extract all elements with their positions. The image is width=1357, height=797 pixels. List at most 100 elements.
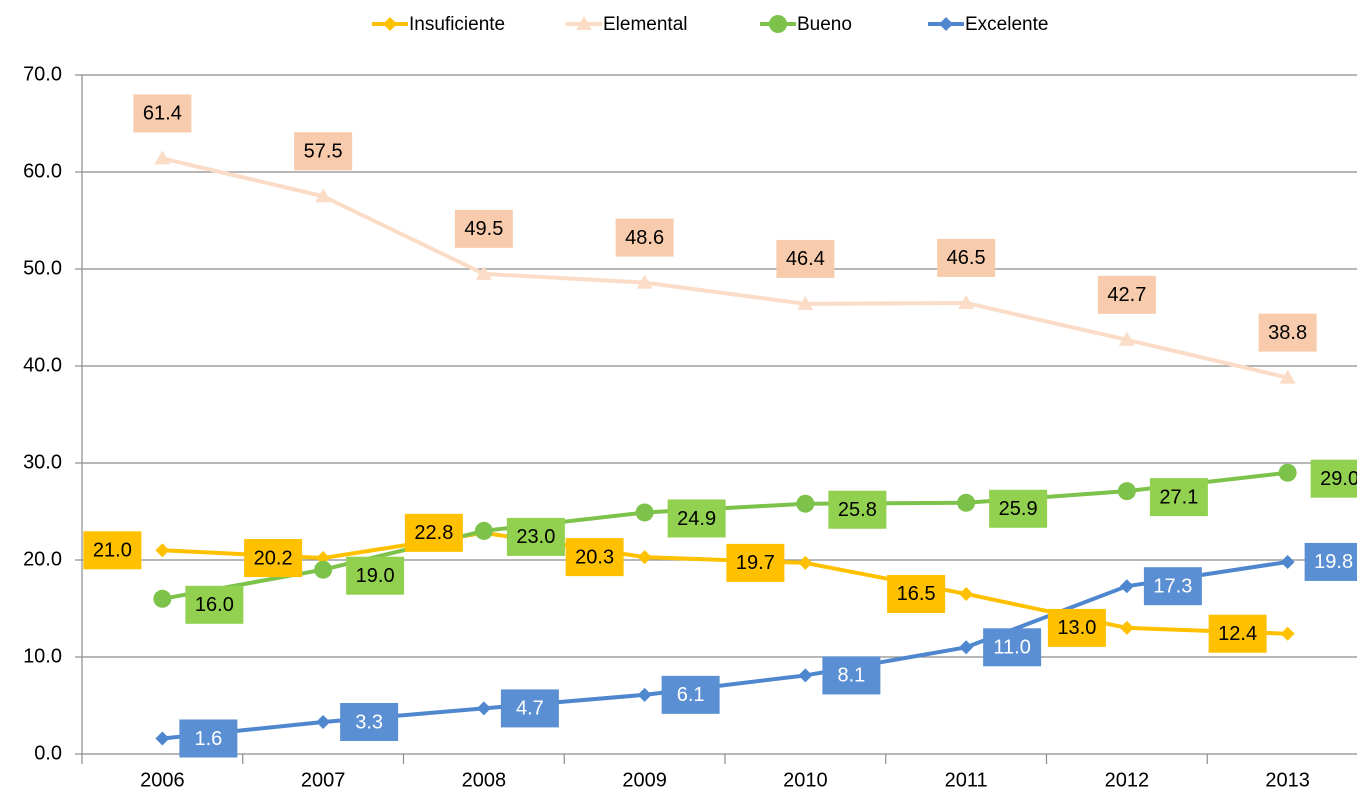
marker bbox=[769, 15, 787, 33]
label-box bbox=[1149, 478, 1208, 517]
marker bbox=[796, 494, 815, 513]
y-tick-label: 30.0 bbox=[23, 451, 62, 473]
y-tick-label: 40.0 bbox=[23, 354, 62, 376]
marker bbox=[1119, 579, 1134, 594]
marker bbox=[315, 188, 332, 203]
label-box bbox=[937, 238, 996, 277]
y-tick-label: 60.0 bbox=[23, 160, 62, 182]
legend-label: Insuficiente bbox=[409, 14, 505, 35]
x-tick-label: 2006 bbox=[140, 769, 185, 791]
data-label: 3.3 bbox=[355, 711, 383, 733]
label-box bbox=[1047, 608, 1106, 647]
data-label: 20.3 bbox=[575, 546, 614, 568]
marker bbox=[637, 687, 652, 702]
data-label: 13.0 bbox=[1057, 617, 1096, 639]
label-box bbox=[340, 702, 399, 741]
marker bbox=[959, 586, 974, 601]
y-tick-label: 70.0 bbox=[23, 63, 62, 85]
series-line bbox=[162, 559, 1288, 741]
data-label: 27.1 bbox=[1159, 486, 1198, 508]
marker bbox=[1119, 620, 1134, 635]
data-label: 22.8 bbox=[414, 522, 453, 544]
x-tick-label: 2012 bbox=[1105, 769, 1150, 791]
marker bbox=[636, 274, 653, 289]
data-label: 19.7 bbox=[736, 552, 775, 574]
marker bbox=[474, 521, 493, 540]
data-label: 25.8 bbox=[838, 499, 877, 521]
label-box bbox=[822, 656, 881, 695]
label-box bbox=[983, 628, 1042, 667]
data-label: 23.0 bbox=[516, 526, 555, 548]
legend-label: Bueno bbox=[797, 14, 852, 35]
label-box bbox=[661, 675, 720, 714]
marker bbox=[1279, 369, 1296, 384]
data-label: 48.6 bbox=[625, 227, 664, 249]
marker bbox=[797, 295, 814, 310]
data-label: 25.9 bbox=[999, 498, 1038, 520]
marker bbox=[1280, 554, 1295, 569]
label-box bbox=[828, 490, 887, 529]
data-label: 61.4 bbox=[143, 103, 182, 125]
data-label: 49.5 bbox=[464, 218, 503, 240]
data-label: 6.1 bbox=[677, 684, 705, 706]
label-box bbox=[1304, 542, 1357, 581]
data-label: 24.9 bbox=[677, 508, 716, 530]
y-tick-label: 10.0 bbox=[23, 645, 62, 667]
marker bbox=[939, 17, 953, 31]
data-label: 46.5 bbox=[947, 247, 986, 269]
data-label: 17.3 bbox=[1153, 575, 1192, 597]
label-box bbox=[404, 513, 463, 552]
marker bbox=[576, 16, 592, 30]
x-tick-label: 2013 bbox=[1265, 769, 1310, 791]
label-box bbox=[1143, 567, 1202, 606]
marker bbox=[958, 294, 975, 309]
data-label: 19.0 bbox=[356, 565, 395, 587]
label-box bbox=[667, 499, 726, 538]
label-box bbox=[294, 132, 353, 171]
data-label: 4.7 bbox=[516, 698, 544, 720]
label-box bbox=[83, 531, 142, 570]
data-label: 21.0 bbox=[93, 540, 132, 562]
data-label: 1.6 bbox=[194, 728, 222, 750]
marker bbox=[383, 17, 397, 31]
marker bbox=[959, 640, 974, 655]
label-box bbox=[887, 574, 946, 613]
series-line bbox=[161, 156, 1289, 380]
label-box bbox=[989, 489, 1048, 528]
x-tick-label: 2008 bbox=[462, 769, 507, 791]
label-box bbox=[1208, 614, 1267, 653]
marker bbox=[798, 668, 813, 683]
series-line bbox=[162, 530, 1288, 636]
marker bbox=[1280, 626, 1295, 641]
label-box bbox=[454, 209, 513, 248]
marker bbox=[316, 714, 331, 729]
marker bbox=[1117, 482, 1136, 501]
label-box bbox=[776, 239, 835, 278]
data-label: 12.4 bbox=[1218, 623, 1257, 645]
data-label: 57.5 bbox=[304, 141, 343, 163]
marker bbox=[475, 265, 492, 280]
label-box bbox=[500, 689, 559, 728]
x-tick-label: 2007 bbox=[301, 769, 346, 791]
x-tick-label: 2010 bbox=[783, 769, 828, 791]
label-box bbox=[1310, 459, 1357, 498]
data-label: 19.8 bbox=[1314, 551, 1353, 573]
y-tick-label: 50.0 bbox=[23, 257, 62, 279]
data-label: 42.7 bbox=[1107, 284, 1146, 306]
y-tick-label: 20.0 bbox=[23, 548, 62, 570]
marker bbox=[314, 560, 333, 579]
label-box bbox=[565, 538, 624, 577]
label-box bbox=[185, 585, 244, 624]
data-label: 16.0 bbox=[195, 594, 234, 616]
y-tick-label: 0.0 bbox=[34, 742, 62, 764]
label-box bbox=[179, 719, 238, 758]
marker bbox=[155, 543, 170, 558]
data-label: 16.5 bbox=[897, 583, 936, 605]
marker bbox=[1118, 331, 1135, 346]
x-tick-label: 2011 bbox=[945, 769, 988, 791]
marker bbox=[1278, 463, 1297, 482]
marker bbox=[798, 555, 813, 570]
legend-label: Excelente bbox=[965, 14, 1048, 35]
label-box bbox=[346, 556, 405, 595]
